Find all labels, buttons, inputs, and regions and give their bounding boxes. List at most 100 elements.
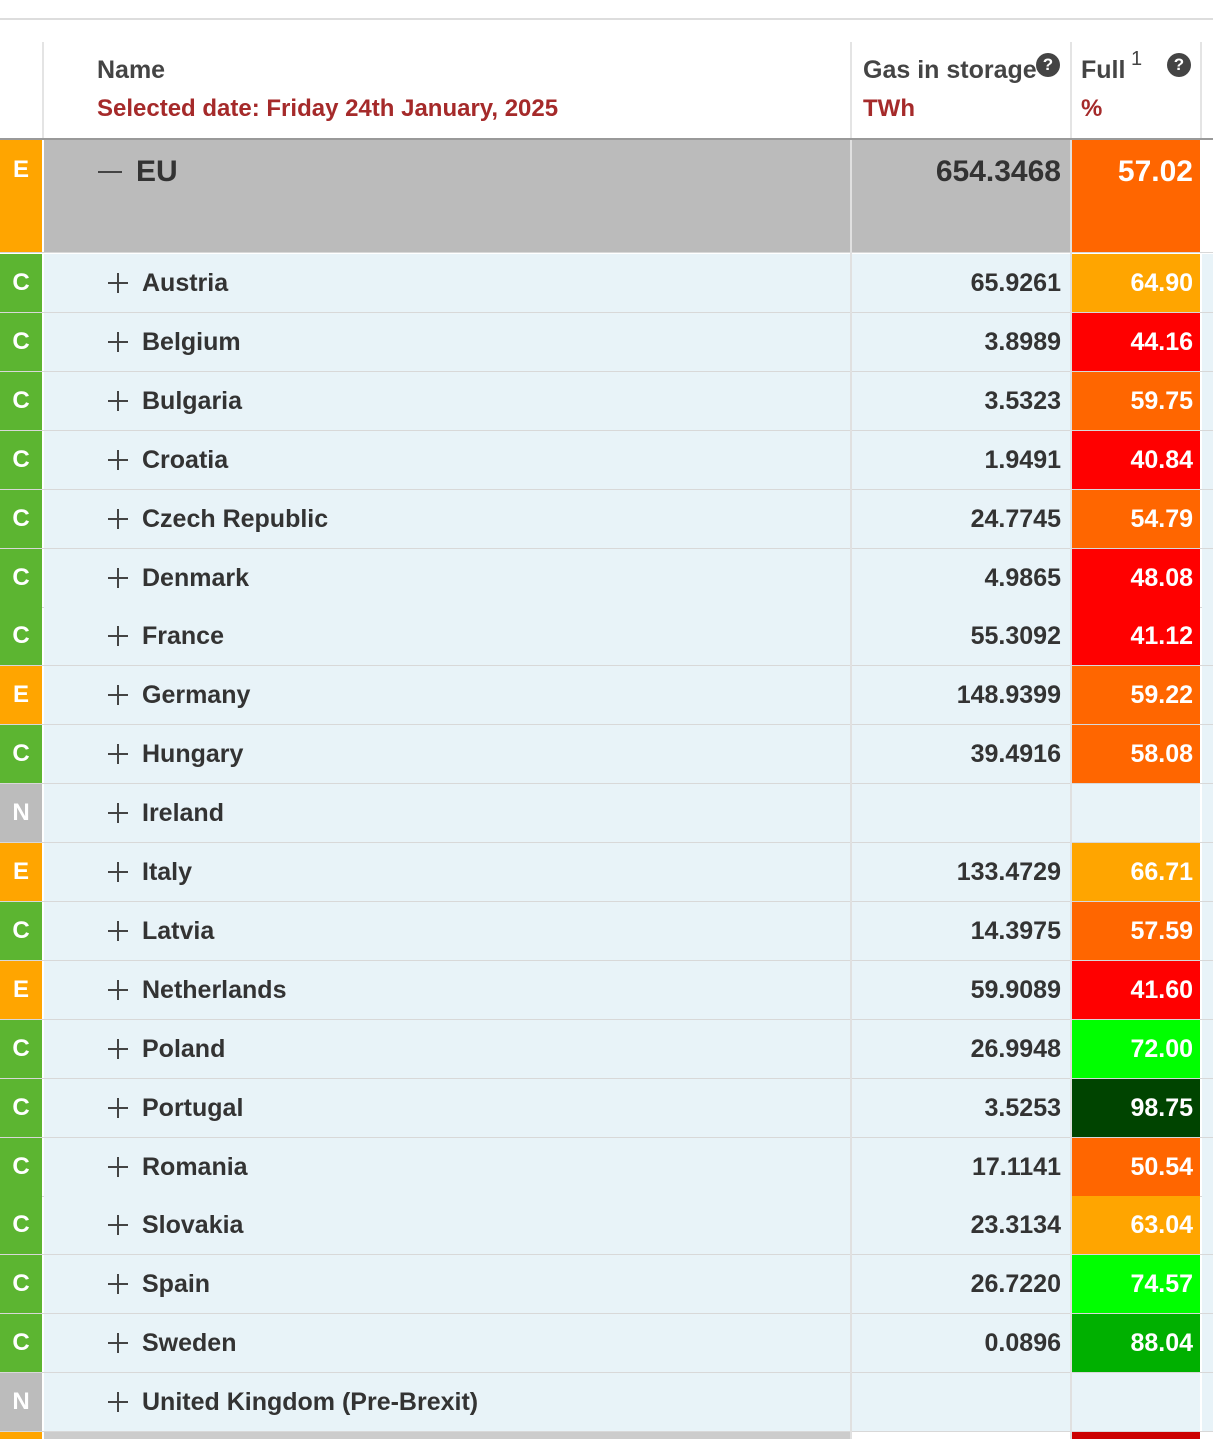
col-divider [850,42,852,138]
full-header[interactable]: Full [1081,56,1126,84]
row-name[interactable]: EU [136,155,178,188]
expand-icon[interactable] [117,1274,119,1295]
row-rule [0,1431,1213,1433]
full-value: 50.54 [1130,1152,1193,1181]
row-name[interactable]: Slovakia [142,1211,244,1240]
help-icon[interactable]: ? [1036,53,1060,77]
expand-icon[interactable] [117,508,119,529]
col-divider [850,140,852,1439]
row-bg [1202,1255,1213,1314]
row-rule [0,959,1213,961]
row-name[interactable]: Latvia [142,916,215,945]
expand-icon[interactable] [117,862,119,882]
row-bg [44,1314,850,1373]
row-name[interactable]: Ireland [142,799,224,828]
expand-icon[interactable] [117,920,119,941]
row-name[interactable]: Hungary [142,740,244,769]
name-header[interactable]: Name [97,56,166,84]
row-bg [852,1019,1070,1078]
gas-value: 26.9948 [970,1034,1061,1063]
help-icon[interactable]: ? [1167,53,1191,77]
expand-icon[interactable] [117,744,119,765]
row-bg [1202,960,1213,1019]
full-value: 40.84 [1130,445,1193,474]
expand-icon[interactable] [117,1215,119,1236]
expand-icon[interactable] [117,979,119,1000]
expand-icon[interactable] [117,1333,119,1354]
row-name[interactable]: Sweden [142,1329,237,1358]
row-bg [1202,548,1213,607]
selected-date: Selected date: Friday 24th January, 2025 [97,95,559,122]
row-rule [0,1195,1213,1197]
row-name[interactable]: Portugal [142,1093,244,1122]
expand-icon[interactable] [117,390,119,411]
gas-value: 3.5253 [984,1093,1061,1122]
full-value: 63.04 [1130,1211,1193,1240]
row-name[interactable]: Poland [142,1034,226,1063]
row-name[interactable]: Italy [142,858,193,886]
row-bg [852,1255,1070,1314]
row-bg [44,312,850,371]
row-name[interactable]: Netherlands [142,975,287,1004]
status-cell: N [0,784,42,843]
gas-value: 0.0896 [984,1329,1061,1358]
full-cell [1072,666,1200,725]
expand-icon[interactable] [117,803,119,824]
row-bg [1202,725,1213,784]
expand-icon[interactable] [117,1097,119,1118]
row-name[interactable]: Spain [142,1270,211,1299]
status-cell: C [0,1255,42,1314]
expand-icon[interactable] [117,567,119,588]
full-cell [1072,843,1200,901]
expand-icon[interactable] [117,1038,119,1059]
row-rule [0,901,1213,902]
row-name[interactable]: Denmark [142,563,249,592]
status-cell: C [0,1137,42,1196]
row-bg [852,607,1070,666]
full-unit: % [1081,95,1103,122]
row-bg [852,312,1070,371]
status-cell: E [0,140,42,252]
row-bg [852,960,1070,1019]
full-value: 57.59 [1130,916,1193,945]
expand-icon[interactable] [117,1392,119,1413]
row-name[interactable]: Austria [142,269,229,297]
status-cell: C [0,607,42,666]
collapse-icon[interactable] [98,171,122,173]
row-bg [852,666,1070,725]
row-bg [44,1431,850,1439]
row-bg [852,784,1070,843]
expand-icon[interactable] [117,331,119,352]
row-name[interactable]: United Kingdom (Pre-Brexit) [142,1388,479,1417]
row-bg [44,548,850,607]
expand-icon[interactable] [117,273,119,293]
row-bg [1202,901,1213,960]
row-name[interactable]: Romania [142,1152,248,1181]
row-bg [1202,1314,1213,1373]
row-bg [1202,489,1213,548]
row-name[interactable]: Germany [142,681,251,710]
row-bg [44,1255,850,1314]
row-bg [852,1373,1070,1432]
footnote-marker: 1 [1131,48,1143,70]
full-cell [1072,430,1200,489]
row-name[interactable]: Bulgaria [142,386,243,415]
gas-value: 133.4729 [956,858,1061,886]
expand-icon[interactable] [117,685,119,706]
row-name[interactable]: Belgium [142,327,241,356]
expand-icon[interactable] [117,1156,119,1177]
row-name[interactable]: Czech Republic [142,504,329,533]
expand-icon[interactable] [117,449,119,470]
expand-icon[interactable] [117,626,119,647]
full-cell [1072,960,1200,1019]
gas-header[interactable]: Gas in storage [863,56,1037,84]
full-cell [1072,1137,1200,1196]
row-rule [0,1077,1213,1079]
full-cell [1072,1196,1200,1255]
row-name[interactable]: Croatia [142,445,229,474]
row-name[interactable]: France [142,622,224,651]
status-cell: C [0,1078,42,1137]
row-bg [44,1137,850,1196]
gas-value: 17.1141 [972,1152,1061,1181]
